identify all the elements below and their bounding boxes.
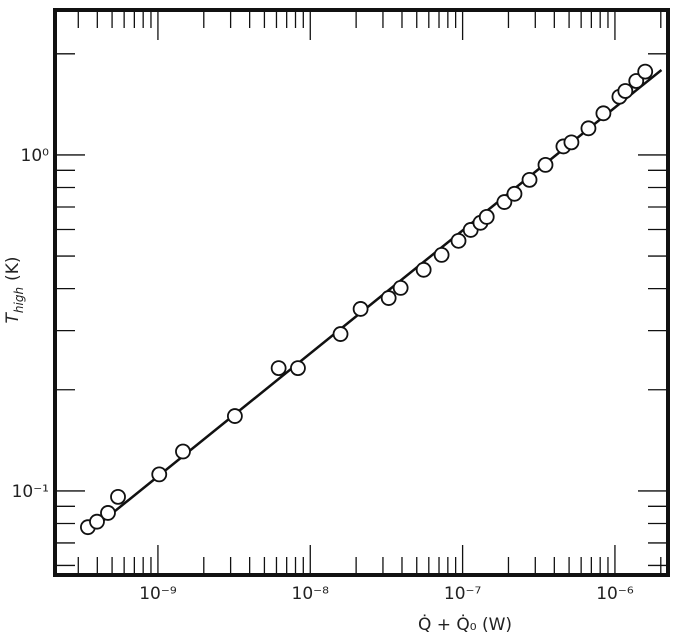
data-point [110, 488, 126, 505]
x-tick-label: 10⁻⁹ [139, 584, 177, 604]
data-point [380, 290, 397, 306]
data-point [175, 443, 191, 460]
data-point [352, 301, 369, 317]
data-point [290, 360, 306, 377]
data-point [617, 83, 634, 99]
data-point [433, 247, 450, 263]
x-tick-label: 10⁻⁶ [596, 584, 634, 604]
data-point [151, 466, 168, 483]
data-point [450, 232, 467, 249]
data-point [563, 134, 580, 151]
data-point [537, 156, 554, 173]
data-point [392, 280, 409, 296]
y-tick-label: 10⁰ [21, 146, 50, 166]
data-point [478, 208, 495, 225]
data-point [89, 513, 105, 530]
plot-frame [53, 8, 670, 577]
y-axis-label-main: T [3, 311, 23, 323]
y-axis-label: Thigh (K) [3, 257, 26, 324]
data-point [595, 105, 612, 122]
y-axis-label-unit: (K) [3, 257, 23, 281]
data-point [226, 408, 243, 424]
x-tick-label: 10⁻⁷ [444, 584, 482, 604]
data-point [100, 505, 116, 521]
data-point [521, 171, 538, 188]
y-tick-label: 10⁻¹ [12, 482, 49, 502]
data-point [628, 73, 645, 89]
data-point [415, 261, 432, 278]
y-axis-label-sub: high [12, 287, 26, 313]
x-tick-label: 10⁻⁸ [292, 584, 330, 604]
data-point [506, 185, 523, 202]
x-axis-label: Q̇ + Q̇₀ (W) [418, 614, 512, 635]
data-point [580, 120, 597, 137]
data-point [496, 194, 513, 210]
data-point [270, 360, 287, 377]
data-point [637, 63, 654, 80]
data-point [332, 326, 349, 342]
